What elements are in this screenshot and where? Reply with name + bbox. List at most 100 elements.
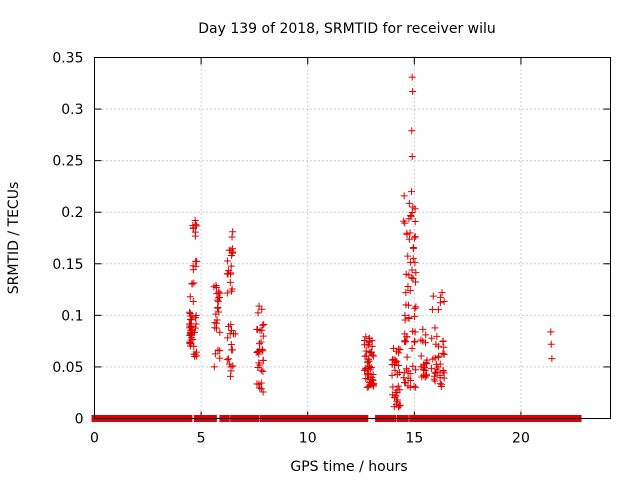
data-point	[409, 203, 417, 211]
x-tick-label: 15	[405, 431, 423, 447]
data-point	[187, 315, 195, 323]
data-point	[229, 228, 237, 236]
data-point	[405, 235, 413, 243]
data-point	[211, 350, 219, 358]
data-point	[362, 375, 370, 383]
y-tick-label: 0.15	[52, 257, 83, 273]
data-point	[361, 352, 369, 360]
data-point	[437, 381, 445, 389]
data-point	[409, 255, 417, 263]
data-point	[225, 246, 233, 254]
data-point	[429, 292, 437, 300]
data-point	[368, 351, 376, 359]
data-point	[405, 199, 413, 207]
data-point	[365, 369, 373, 377]
data-point	[216, 347, 224, 355]
data-point	[185, 308, 193, 316]
y-axis-ticks: 0 0.05 0.1 0.15 0.2 0.25 0.3 0.35	[52, 51, 611, 428]
data-point	[186, 293, 194, 301]
data-marks	[91, 73, 582, 422]
data-point	[364, 383, 372, 391]
data-point	[226, 278, 234, 286]
data-point	[408, 73, 416, 81]
data-point	[420, 364, 428, 372]
x-axis-label: GPS time / hours	[290, 459, 407, 475]
data-point	[409, 274, 417, 282]
data-point	[392, 392, 400, 400]
data-point	[408, 344, 416, 352]
data-point	[223, 257, 231, 265]
data-point	[227, 252, 235, 260]
data-point	[212, 324, 220, 332]
data-point	[433, 332, 441, 340]
data-point	[214, 346, 222, 354]
data-point	[411, 233, 419, 241]
data-point	[548, 355, 556, 363]
data-point	[412, 278, 420, 286]
data-point	[409, 88, 417, 96]
data-point	[188, 280, 196, 288]
data-point	[440, 350, 448, 358]
data-point	[433, 368, 441, 376]
data-point	[434, 306, 442, 314]
data-point	[215, 308, 223, 316]
data-point	[367, 364, 375, 372]
data-point	[188, 312, 196, 320]
data-point	[402, 289, 410, 297]
data-point	[227, 321, 235, 329]
data-point	[435, 352, 443, 360]
data-point	[394, 382, 402, 390]
data-point	[394, 396, 402, 404]
data-point	[259, 356, 267, 364]
data-point	[228, 233, 236, 241]
x-tick-label: 5	[197, 431, 206, 447]
data-point	[226, 372, 234, 380]
plot-frame	[94, 57, 611, 419]
data-point	[215, 288, 223, 296]
data-point	[254, 364, 262, 372]
data-point	[213, 316, 221, 324]
data-point	[410, 382, 418, 390]
data-point	[191, 216, 199, 224]
data-point	[224, 334, 232, 342]
data-point	[408, 153, 416, 161]
data-point	[432, 340, 440, 348]
data-point	[391, 366, 399, 374]
data-point	[227, 367, 235, 375]
data-point	[409, 362, 417, 370]
data-point	[439, 349, 447, 357]
data-point	[388, 371, 396, 379]
data-point	[406, 258, 414, 266]
data-point	[192, 314, 200, 322]
data-point	[401, 379, 409, 387]
data-point	[394, 361, 402, 369]
data-point	[419, 325, 427, 333]
data-point	[404, 382, 412, 390]
data-point	[431, 354, 439, 362]
data-point	[403, 353, 411, 361]
data-point	[192, 262, 200, 270]
y-tick-label: 0.2	[61, 205, 83, 221]
data-point	[227, 326, 235, 334]
data-point	[431, 324, 439, 332]
data-point	[362, 347, 370, 355]
data-point	[368, 342, 376, 350]
data-point	[362, 333, 370, 341]
data-point	[432, 369, 440, 377]
data-point	[256, 384, 264, 392]
y-tick-label: 0.05	[52, 360, 83, 376]
data-point	[259, 388, 267, 396]
data-point	[216, 328, 224, 336]
data-point	[231, 330, 239, 338]
data-point	[428, 334, 436, 342]
x-tick-label: 0	[90, 431, 99, 447]
data-point	[406, 229, 414, 237]
data-point	[409, 244, 417, 252]
data-point	[408, 266, 416, 274]
data-point	[431, 377, 439, 385]
x-tick-label: 20	[512, 431, 530, 447]
data-point	[428, 306, 436, 314]
data-point	[389, 344, 397, 352]
data-point	[225, 355, 233, 363]
data-point	[216, 354, 224, 362]
